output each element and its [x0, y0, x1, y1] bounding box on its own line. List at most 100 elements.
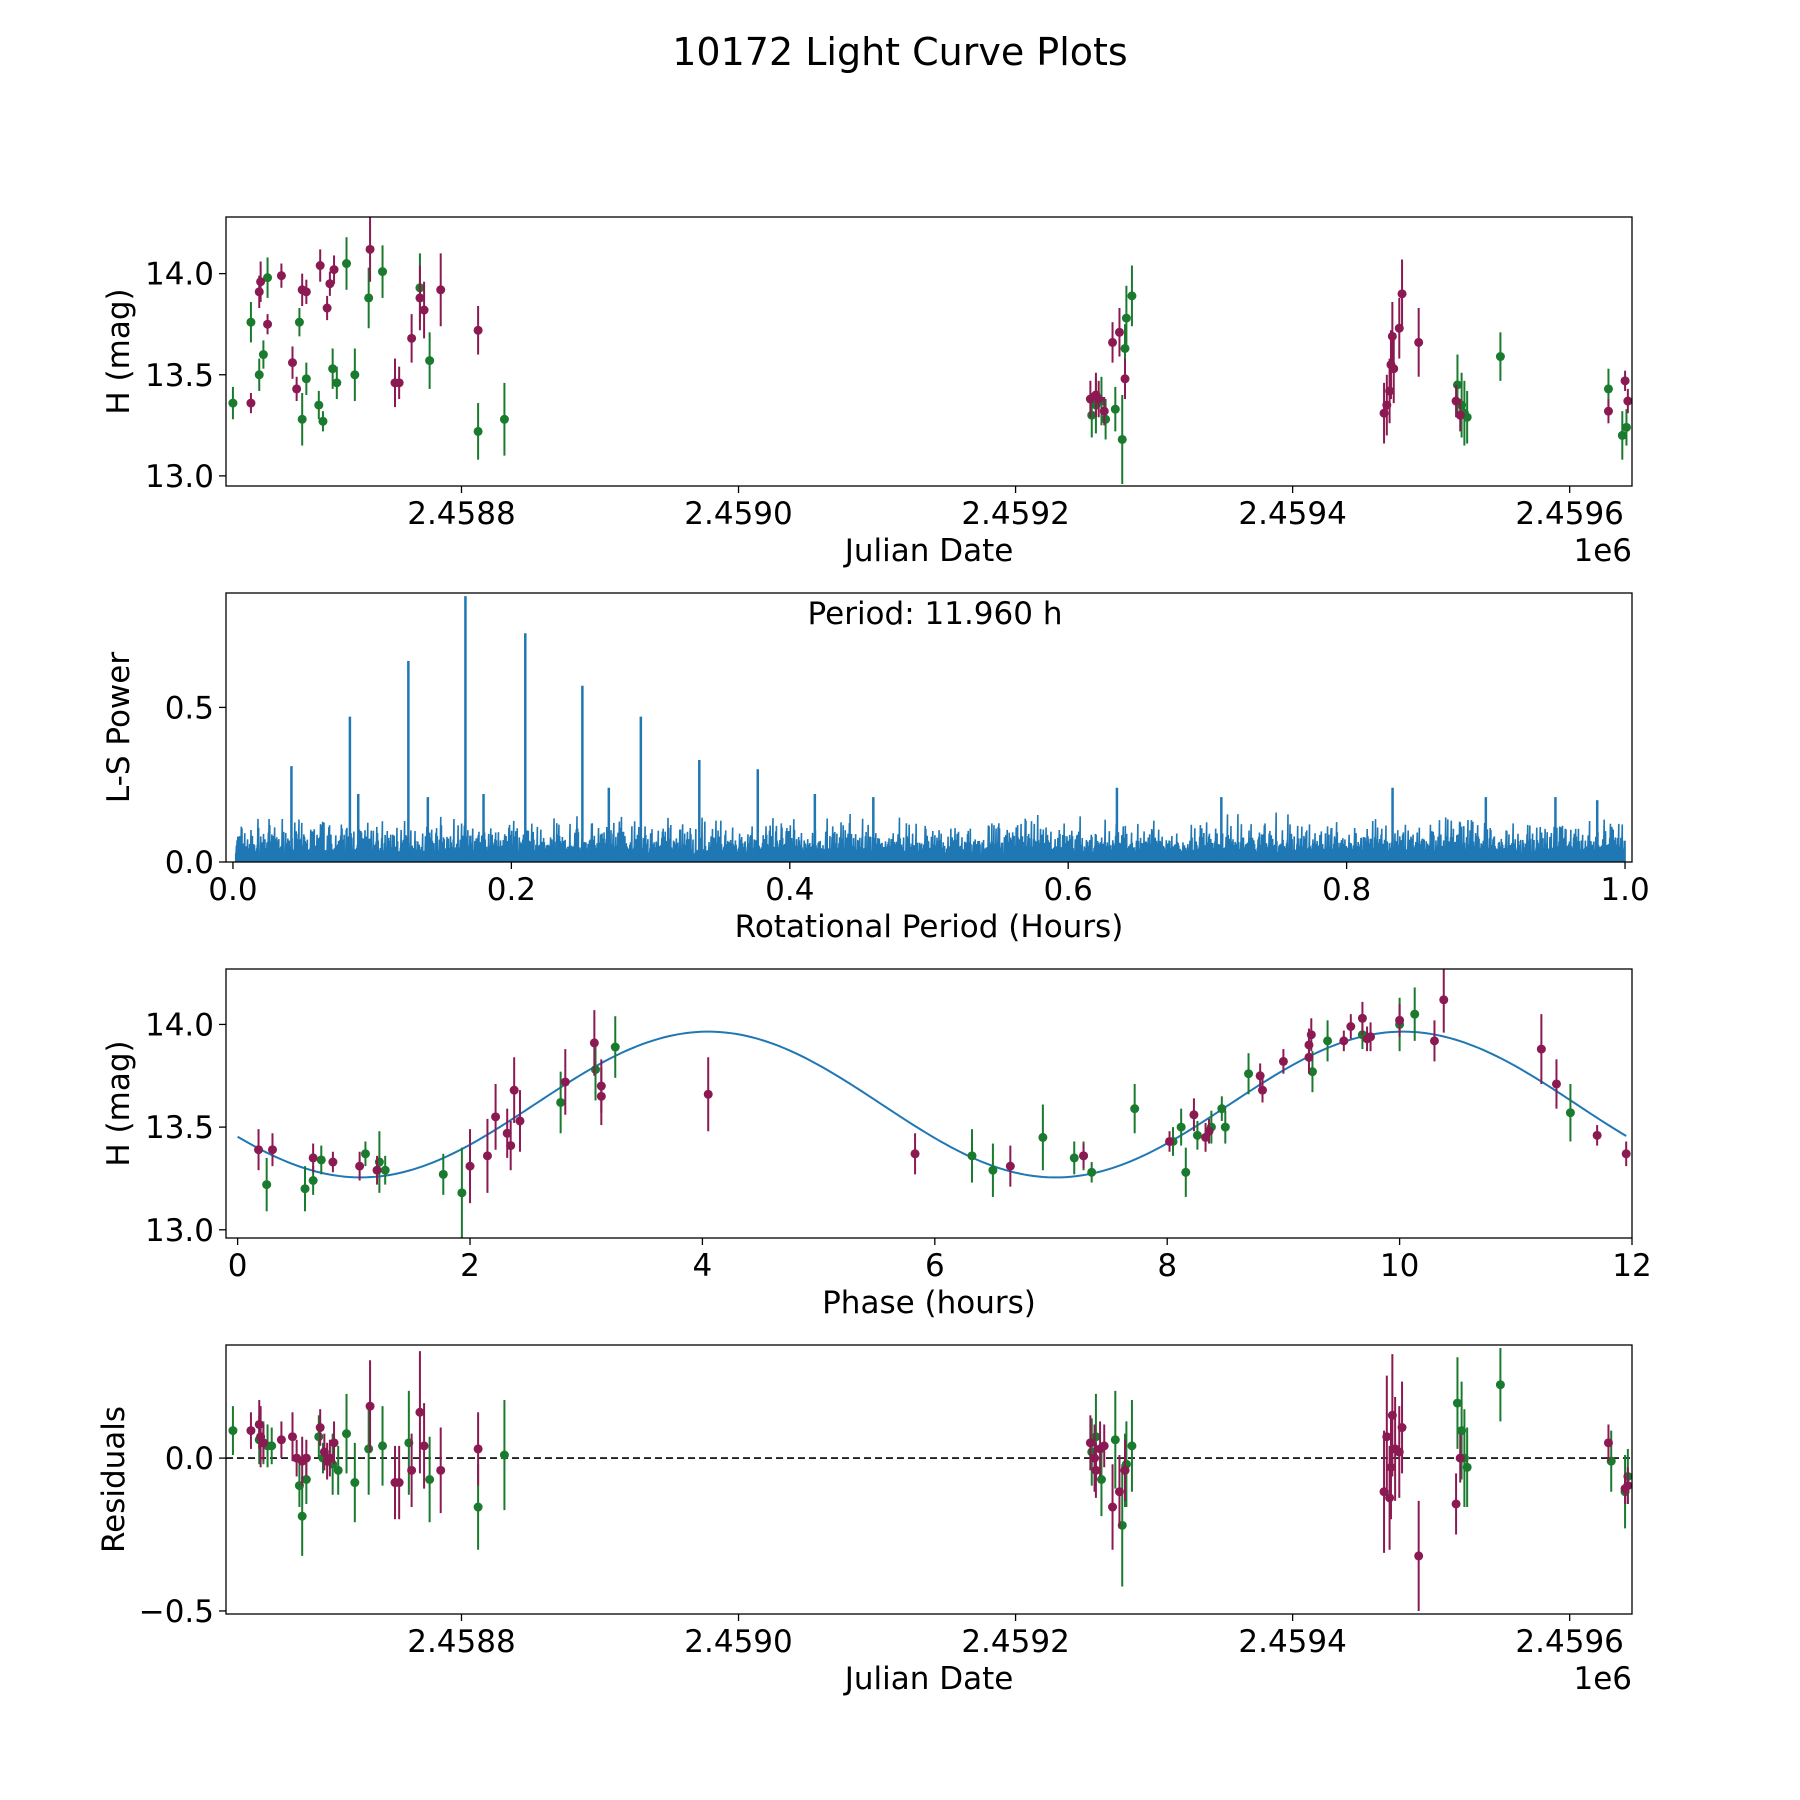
magenta-data-point	[419, 305, 429, 315]
x-axis-label: Julian Date	[843, 1661, 1014, 1697]
green-data-point	[328, 364, 338, 374]
x-offset-text: 1e6	[1573, 533, 1632, 569]
green-data-point	[308, 1176, 318, 1186]
y-tick-label: 0.0	[165, 1441, 214, 1477]
x-tick-label: 2.4592	[961, 1624, 1069, 1660]
magenta-data-point	[1439, 995, 1449, 1005]
y-tick-label: −0.5	[139, 1594, 214, 1630]
green-data-point	[262, 1180, 272, 1190]
green-data-point	[316, 1155, 326, 1165]
magenta-data-point	[292, 384, 302, 394]
green-data-point	[1181, 1167, 1191, 1177]
magenta-data-point	[1120, 1465, 1130, 1475]
x-tick-label: 2.4590	[684, 496, 792, 532]
green-data-point	[350, 1478, 360, 1488]
magenta-data-point	[1306, 1030, 1316, 1040]
plot-area	[226, 1348, 1632, 1611]
phase-folded-panel: 0 2 4 6 8 10 12 13.0 13.5 14.0 Phase (hours) H (mag…	[101, 968, 1652, 1321]
green-data-point	[1462, 1462, 1472, 1472]
magenta-data-point	[329, 1438, 339, 1448]
axes-frame	[225, 1344, 1633, 1615]
magenta-data-point	[1395, 1015, 1405, 1025]
green-data-point	[1192, 1130, 1202, 1140]
magenta-data-point	[1120, 374, 1130, 384]
green-data-point	[294, 317, 304, 327]
green-data-point	[556, 1097, 566, 1107]
period-annotation: Period: 11.960 h	[808, 596, 1063, 632]
green-data-point	[1087, 410, 1097, 420]
y-tick-label: 13.0	[145, 1213, 214, 1249]
magenta-data-point	[1165, 1136, 1175, 1146]
green-data-point	[378, 267, 388, 277]
green-data-point	[457, 1188, 467, 1198]
green-data-point	[267, 1441, 277, 1451]
magenta-data-point	[1451, 1499, 1461, 1509]
figure-title: 10172 Light Curve Plots	[672, 30, 1127, 74]
green-data-point	[591, 1065, 601, 1075]
x-tick-label: 2.4594	[1238, 496, 1346, 532]
green-data-point	[1096, 1475, 1106, 1484]
magenta-data-point	[328, 1157, 338, 1167]
x-tick-label: 4	[693, 1248, 713, 1284]
magenta-data-point	[506, 1141, 516, 1151]
y-tick-label: 13.0	[145, 459, 214, 495]
magenta-data-point	[1455, 410, 1465, 420]
green-data-point	[301, 1475, 311, 1484]
y-tick-label: 0.0	[165, 845, 214, 881]
magenta-data-point	[436, 285, 446, 295]
magenta-data-point	[1357, 1013, 1367, 1023]
magenta-data-point	[1079, 1151, 1089, 1161]
green-data-point	[438, 1169, 448, 1179]
residuals-panel: 2.4588 2.4590 2.4592 2.4594 2.4596 −0.5 0.0 Jul…	[96, 1344, 1633, 1697]
green-data-point	[1087, 1167, 1097, 1177]
y-tick-label: 13.5	[145, 1110, 214, 1146]
magenta-data-point	[256, 277, 266, 287]
x-axis-label: Rotational Period (Hours)	[735, 909, 1124, 945]
magenta-data-point	[355, 1161, 365, 1171]
magenta-data-point	[1085, 1438, 1095, 1448]
plot-area	[228, 217, 1632, 484]
magenta-data-point	[465, 1161, 475, 1171]
magenta-data-point	[1623, 396, 1632, 406]
magenta-data-point	[415, 293, 425, 303]
green-data-point	[1495, 1380, 1505, 1390]
x-tick-label: 2.4588	[407, 1624, 515, 1660]
green-data-point	[333, 1465, 343, 1475]
green-data-point	[1120, 343, 1130, 353]
y-tick-label: 14.0	[145, 1007, 214, 1043]
magenta-data-point	[491, 1112, 501, 1122]
green-data-point	[1244, 1069, 1254, 1079]
green-data-point	[364, 1444, 374, 1454]
magenta-data-point	[1397, 1423, 1407, 1433]
x-axis-label: Julian Date	[843, 533, 1014, 569]
green-data-point	[1220, 1122, 1230, 1132]
magenta-data-point	[322, 303, 332, 313]
magenta-data-point	[254, 1145, 264, 1155]
x-tick-label: 2.4596	[1515, 1624, 1623, 1660]
magenta-data-point	[365, 244, 375, 254]
green-data-point	[314, 1432, 324, 1442]
magenta-data-point	[419, 1441, 429, 1451]
green-data-point	[1130, 1104, 1140, 1114]
green-data-point	[1452, 1398, 1462, 1408]
green-data-point	[499, 1450, 509, 1460]
magenta-data-point	[1592, 1130, 1602, 1140]
green-data-point	[378, 1441, 388, 1451]
magenta-data-point	[1339, 1036, 1349, 1046]
green-data-point	[1410, 1009, 1420, 1019]
magenta-data-point	[1623, 1481, 1632, 1491]
magenta-data-point	[1536, 1044, 1546, 1054]
magenta-data-point	[1620, 376, 1630, 386]
green-data-point	[1127, 291, 1137, 301]
green-data-point	[1038, 1132, 1048, 1142]
magenta-data-point	[1108, 1502, 1118, 1512]
axes-frame	[225, 216, 1633, 487]
magenta-data-point	[276, 1435, 286, 1445]
magenta-data-point	[1005, 1161, 1015, 1171]
green-data-point	[254, 370, 264, 380]
magenta-data-point	[1551, 1079, 1561, 1089]
magenta-data-point	[1257, 1085, 1267, 1095]
axes-frame	[225, 968, 1633, 1239]
magenta-data-point	[394, 378, 404, 388]
green-data-point	[263, 273, 273, 283]
